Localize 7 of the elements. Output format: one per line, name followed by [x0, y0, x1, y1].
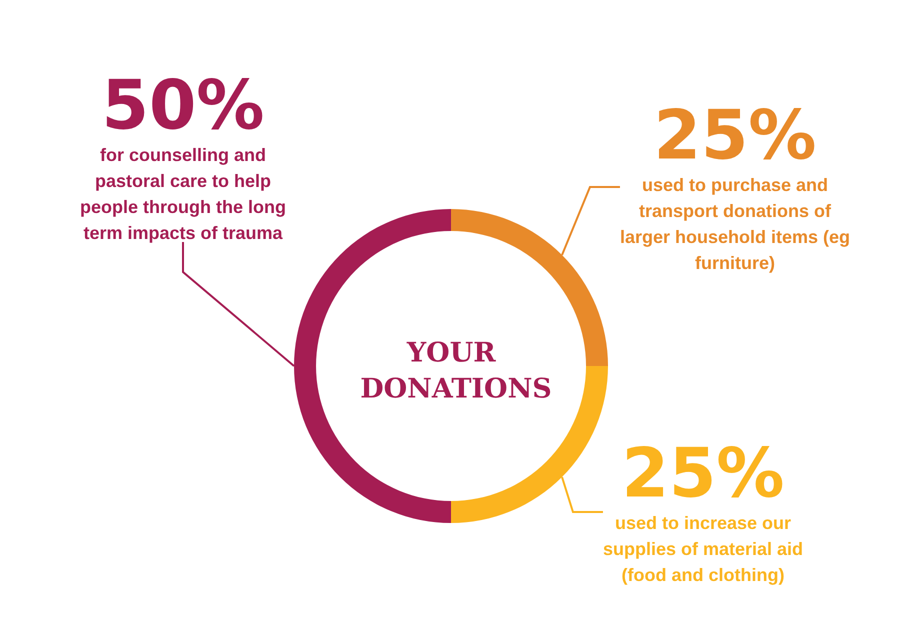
- slice-label: used to purchase and transport donations of larger household items (eg furniture): [620, 175, 850, 273]
- slice-label: used to increase our supplies of material aid (food and clothing): [602, 513, 804, 585]
- data-label: 50%: [102, 66, 264, 146]
- data-label: 25%: [622, 434, 784, 514]
- text: YOUR DONATIONS: [360, 338, 552, 404]
- slice-label: for counselling and pastoral care to help people through the long term impacts of trauma: [80, 145, 286, 243]
- data-label: 25%: [654, 96, 816, 176]
